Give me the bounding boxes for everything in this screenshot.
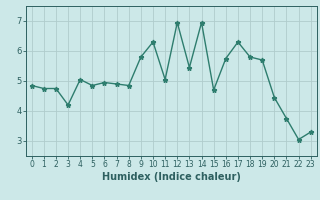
X-axis label: Humidex (Indice chaleur): Humidex (Indice chaleur) [102,172,241,182]
